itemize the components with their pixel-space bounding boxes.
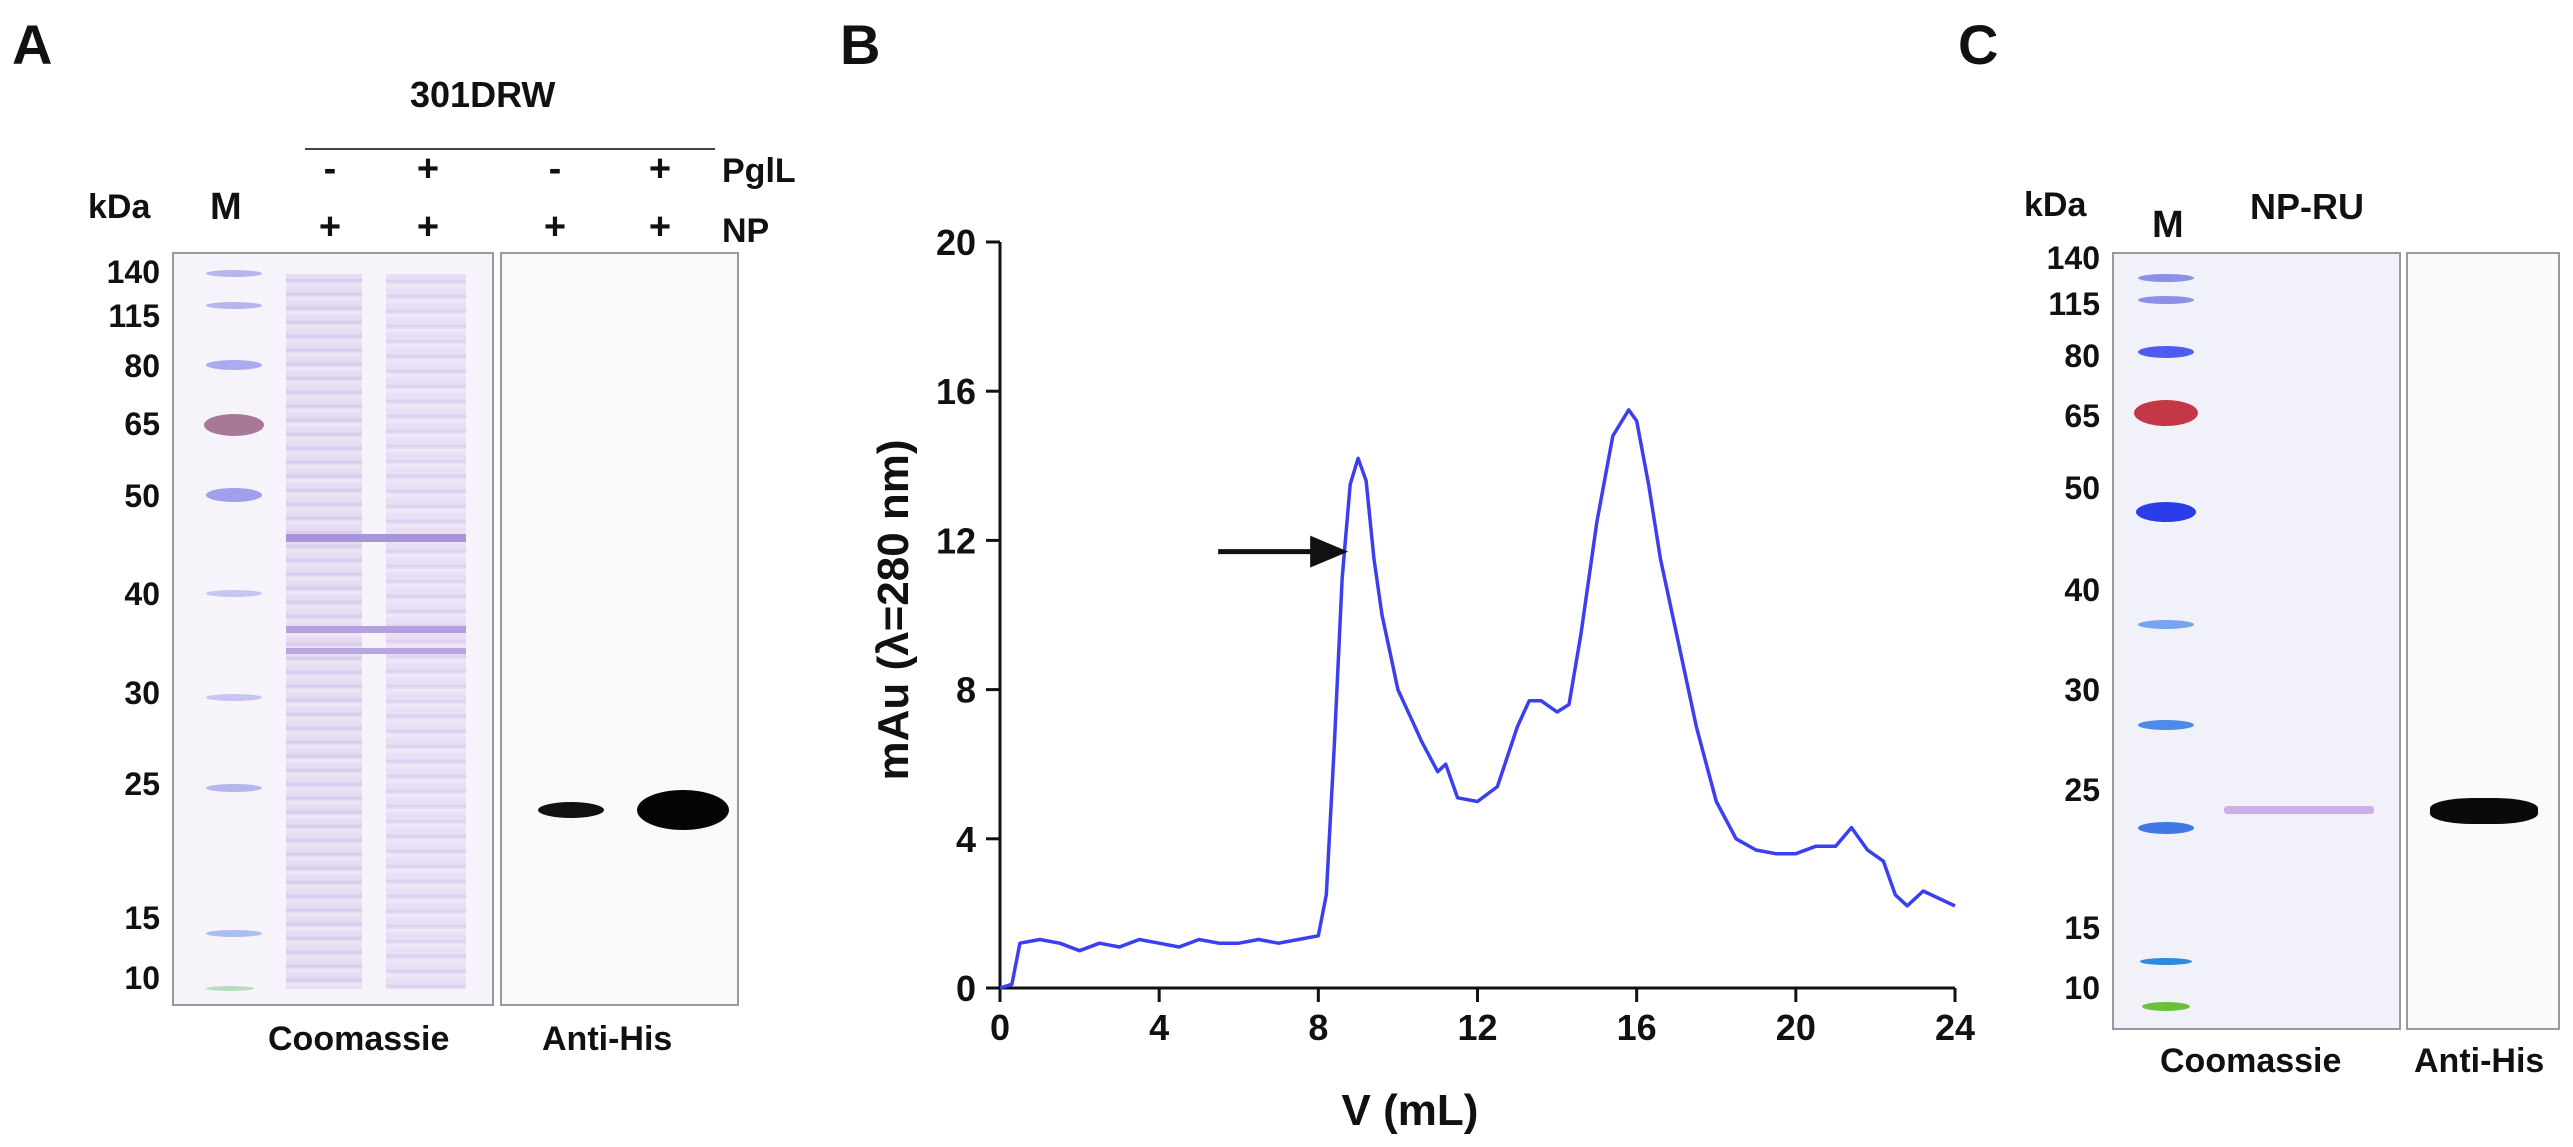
panel-letter-a: A bbox=[12, 13, 53, 76]
y-tick-label: 8 bbox=[956, 670, 976, 711]
marker-band bbox=[2138, 822, 2194, 834]
marker-band bbox=[2134, 400, 2198, 426]
y-tick-label: 16 bbox=[936, 371, 976, 412]
ladder-c-15: 15 bbox=[2064, 910, 2100, 946]
marker-band bbox=[206, 488, 262, 502]
y-tick-label: 20 bbox=[936, 222, 976, 263]
marker-band bbox=[206, 784, 262, 792]
marker-band bbox=[2138, 620, 2194, 629]
gel-label-coomassie-a: Coomassie bbox=[268, 1020, 450, 1058]
arrow-head bbox=[1310, 535, 1349, 568]
marker-band bbox=[204, 414, 264, 436]
ladder-a-30: 30 bbox=[124, 675, 160, 711]
chart-annotation bbox=[1218, 535, 1349, 568]
np-ru-band bbox=[2224, 806, 2374, 814]
y-axis-label: mAu (λ=280 nm) bbox=[869, 439, 918, 780]
x-tick-label: 12 bbox=[1457, 1007, 1497, 1048]
marker-band bbox=[206, 930, 262, 937]
ladder-a-40: 40 bbox=[124, 576, 160, 612]
ladder-a-65: 65 bbox=[124, 406, 160, 442]
marker-band bbox=[2138, 720, 2194, 730]
chart-ticks: 0 4 8 12 16 20 24 0 4 8 12 16 20 bbox=[936, 222, 1975, 1048]
marker-band bbox=[2138, 274, 2194, 282]
np-lane-2: + bbox=[416, 206, 440, 248]
chart-axes bbox=[998, 242, 1955, 990]
marker-label-a: M bbox=[210, 186, 242, 228]
y-tick-label: 4 bbox=[956, 819, 976, 860]
lysate-major-band bbox=[286, 648, 466, 654]
marker-band bbox=[206, 302, 262, 309]
sample-label-c: NP-RU bbox=[2250, 186, 2364, 227]
gel-label-antihis-a: Anti-His bbox=[542, 1020, 673, 1058]
marker-band bbox=[2138, 346, 2194, 358]
ladder-a-115: 115 bbox=[108, 298, 160, 334]
pgil-lane-3: - bbox=[548, 148, 562, 190]
lysate-major-band bbox=[286, 534, 466, 542]
marker-band bbox=[2140, 958, 2192, 965]
ladder-c-30: 30 bbox=[2064, 672, 2100, 708]
ladder-c-140: 140 bbox=[2046, 240, 2100, 276]
np-lane-1: + bbox=[318, 206, 342, 248]
ladder-a-50: 50 bbox=[124, 478, 160, 514]
ladder-a-10: 10 bbox=[124, 960, 160, 996]
np-row-label: NP bbox=[722, 212, 770, 250]
x-tick-label: 8 bbox=[1308, 1007, 1328, 1048]
marker-band bbox=[206, 590, 262, 597]
pgil-lane-1: - bbox=[323, 148, 337, 190]
ladder-a-80: 80 bbox=[124, 348, 160, 384]
np-lane-4: + bbox=[648, 206, 672, 248]
coomassie-gel-a bbox=[172, 252, 494, 1006]
chromatogram-line bbox=[999, 408, 1956, 990]
panel-letter-b: B bbox=[840, 13, 881, 76]
ladder-c-25: 25 bbox=[2064, 772, 2100, 808]
kda-label-a: kDa bbox=[88, 188, 151, 226]
y-tick-label: 12 bbox=[936, 520, 976, 561]
x-tick-label: 16 bbox=[1617, 1007, 1657, 1048]
x-axis-label: V (mL) bbox=[1342, 1086, 1479, 1135]
y-tick-label: 0 bbox=[956, 968, 976, 1009]
ladder-c-80: 80 bbox=[2064, 338, 2100, 374]
construct-bracket-line bbox=[305, 148, 715, 150]
gel-label-coomassie-c: Coomassie bbox=[2160, 1042, 2342, 1080]
ladder-a-140: 140 bbox=[106, 254, 160, 290]
antihis-band bbox=[2430, 798, 2538, 824]
x-tick-label: 20 bbox=[1776, 1007, 1816, 1048]
ladder-c-50: 50 bbox=[2064, 470, 2100, 506]
ladder-c-10: 10 bbox=[2064, 970, 2100, 1006]
pgil-row-label: PglL bbox=[722, 152, 796, 190]
x-tick-label: 0 bbox=[990, 1007, 1010, 1048]
antihis-band bbox=[637, 790, 729, 830]
ladder-c-65: 65 bbox=[2064, 398, 2100, 434]
ladder-a-25: 25 bbox=[124, 766, 160, 802]
x-tick-label: 4 bbox=[1149, 1007, 1169, 1048]
ladder-a-15: 15 bbox=[124, 900, 160, 936]
chromatogram-chart: 0 4 8 12 16 20 24 0 4 8 12 16 20 V (mL) mAu (λ=280 n… bbox=[869, 222, 1975, 1135]
antihis-blot-c bbox=[2406, 252, 2560, 1030]
marker-band bbox=[206, 360, 262, 370]
kda-label-c: kDa bbox=[2024, 186, 2087, 224]
pgil-lane-2: + bbox=[416, 148, 440, 190]
ladder-c-40: 40 bbox=[2064, 572, 2100, 608]
marker-band bbox=[2138, 296, 2194, 304]
ladder-c-115: 115 bbox=[2048, 286, 2100, 322]
pgil-lane-4: + bbox=[648, 148, 672, 190]
x-tick-label: 24 bbox=[1935, 1007, 1975, 1048]
marker-band bbox=[206, 986, 254, 991]
marker-band bbox=[2142, 1002, 2190, 1011]
antihis-band bbox=[538, 802, 604, 818]
marker-label-c: M bbox=[2152, 204, 2184, 246]
np-lane-3: + bbox=[543, 206, 567, 248]
marker-band bbox=[2136, 502, 2196, 522]
panel-letter-c: C bbox=[1958, 13, 1999, 76]
marker-band bbox=[206, 694, 262, 701]
gel-label-antihis-c: Anti-His bbox=[2414, 1042, 2545, 1080]
lysate-major-band bbox=[286, 626, 466, 633]
antihis-blot-a bbox=[500, 252, 739, 1006]
coomassie-gel-c bbox=[2112, 252, 2401, 1030]
construct-label: 301DRW bbox=[410, 74, 556, 115]
marker-band bbox=[206, 270, 262, 277]
